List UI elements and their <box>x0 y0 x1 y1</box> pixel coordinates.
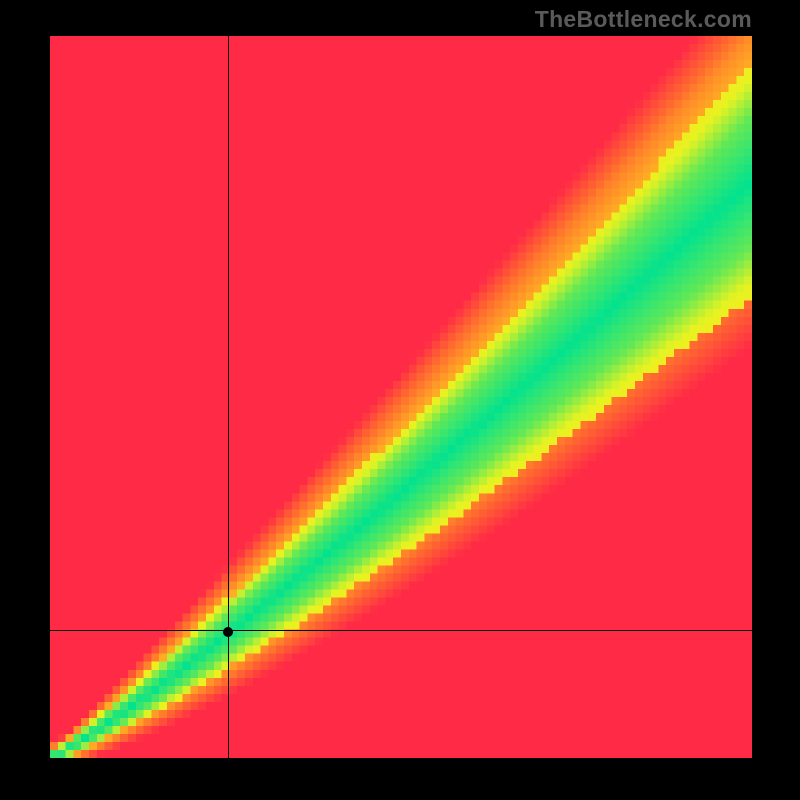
watermark-text: TheBottleneck.com <box>535 6 752 33</box>
crosshair-vertical <box>228 36 229 758</box>
bottleneck-heatmap <box>50 36 752 758</box>
heatmap-canvas <box>50 36 752 758</box>
selection-marker-dot <box>223 627 233 637</box>
crosshair-horizontal <box>50 630 752 631</box>
